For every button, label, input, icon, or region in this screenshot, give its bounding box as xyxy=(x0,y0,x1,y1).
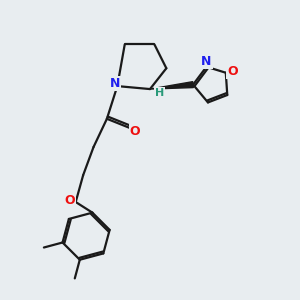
Text: O: O xyxy=(130,125,140,138)
Text: N: N xyxy=(201,55,212,68)
Text: O: O xyxy=(227,65,238,78)
Text: H: H xyxy=(155,88,164,98)
Text: O: O xyxy=(64,194,75,207)
Text: N: N xyxy=(110,77,120,90)
Polygon shape xyxy=(150,82,194,89)
